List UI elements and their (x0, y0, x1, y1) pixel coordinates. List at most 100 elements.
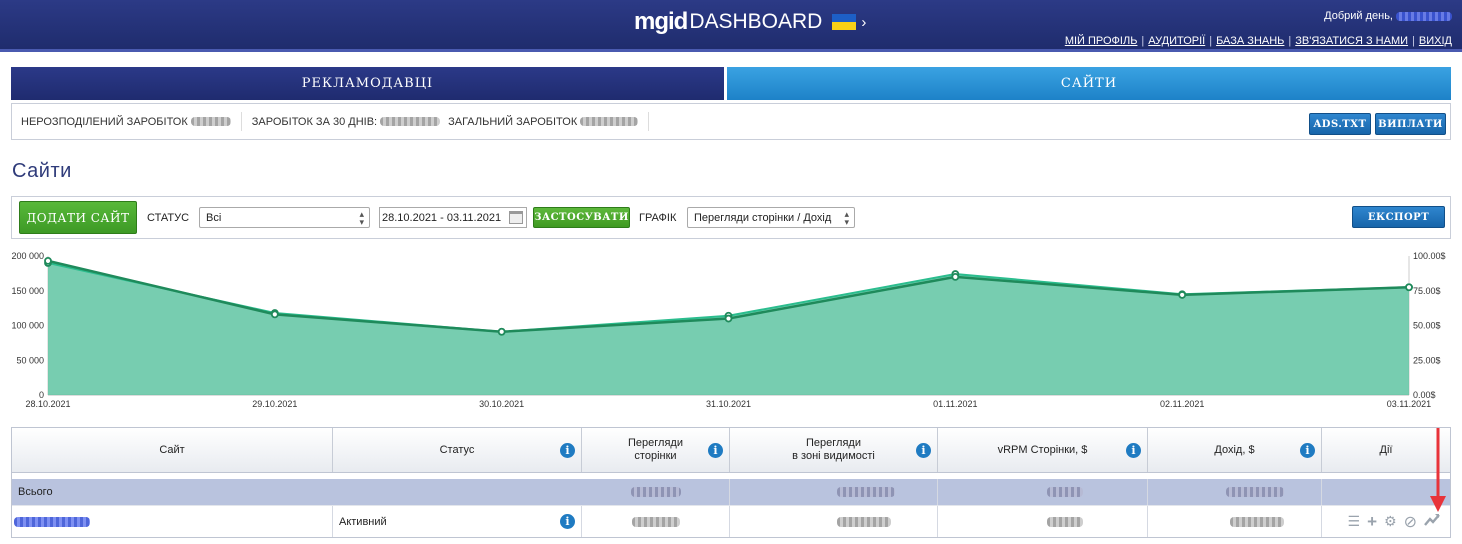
data-point-revenue (270, 310, 279, 319)
header-site[interactable]: Сайт (12, 428, 333, 472)
y-right-tick-label: 100.00$ (1413, 251, 1446, 261)
info-icon[interactable]: i (708, 443, 723, 458)
link-my-profile[interactable]: МІЙ ПРОФІЛЬ (1064, 35, 1138, 47)
annotation-arrow (1430, 428, 1446, 512)
select-arrows-icon: ▴ ▾ (359, 209, 364, 227)
apply-button[interactable]: ЗАСТОСУВАТИ (533, 207, 630, 228)
header-viewable-label: Перегляди в зоні видимості (792, 437, 875, 462)
redacted-value (380, 117, 441, 126)
table-row[interactable]: Активний i ☰ + ⚙ ⊘ (12, 505, 1450, 537)
data-point-revenue (497, 327, 506, 336)
actions-group: ☰ + ⚙ ⊘ (1322, 512, 1450, 532)
y-right-tick-label: 25.00$ (1413, 355, 1441, 365)
redacted-value (836, 487, 895, 497)
data-point-revenue (724, 314, 733, 323)
redacted-value (1046, 516, 1083, 527)
info-icon[interactable]: i (1300, 443, 1315, 458)
redacted-value (1046, 487, 1083, 497)
total-pageviews (582, 479, 730, 505)
language-chevron-icon[interactable]: › (861, 13, 867, 31)
header-revenue[interactable]: Дохід, $ i (1148, 428, 1322, 472)
header-pageviews[interactable]: Перегляди сторінки i (582, 428, 730, 472)
status-select[interactable]: Всі ▴ ▾ (199, 207, 370, 228)
y-right-tick-label: 0.00$ (1413, 390, 1436, 400)
trend-chart-icon[interactable] (1424, 513, 1440, 530)
ukraine-flag-icon[interactable] (832, 14, 857, 30)
mgid-dashboard-logo[interactable]: mgid DASHBOARD › (634, 8, 867, 35)
redacted-value (631, 516, 680, 527)
y-right-tick-label: 75.00$ (1413, 286, 1441, 296)
redacted-site-url[interactable] (14, 516, 90, 527)
redacted-value (1229, 516, 1284, 527)
calendar-icon[interactable] (509, 211, 523, 224)
pageviews-revenue-chart: 200 000 150 000 100 000 50 000 0 100.00$ 75.00… (0, 246, 1462, 416)
top-nav-links: МІЙ ПРОФІЛЬ | АУДИТОРІЇ | БАЗА ЗНАНЬ | З… (1065, 35, 1452, 47)
export-button[interactable]: ЕКСПОРТ (1352, 206, 1445, 228)
site-viewable (730, 506, 938, 537)
y-right-tick-label: 50.00$ (1413, 321, 1441, 331)
filter-bar: ДОДАТИ САЙТ СТАТУС Всі ▴ ▾ 28.10.2021 - 0… (11, 196, 1451, 239)
earnings-bar: НЕРОЗПОДІЛЕНИЙ ЗАРОБІТОК ЗАРОБІТОК ЗА 30… (11, 103, 1451, 140)
block-icon[interactable]: ⊘ (1403, 513, 1417, 531)
plus-icon[interactable]: + (1367, 511, 1378, 531)
header-actions: Дії (1322, 428, 1450, 472)
chart-svg: 200 000 150 000 100 000 50 000 0 100.00$ 75.00… (11, 251, 1446, 409)
y-left-tick-label: 0 (39, 390, 44, 400)
tab-advertisers[interactable]: РЕКЛАМОДАВЦІ (11, 67, 724, 100)
site-actions: ☰ + ⚙ ⊘ (1322, 506, 1450, 537)
gear-icon[interactable]: ⚙ (1384, 513, 1397, 529)
header-pageviews-label: Перегляди сторінки (628, 437, 683, 462)
chart-metric-select[interactable]: Перегляди сторінки / Дохід ▴ ▾ (687, 207, 855, 228)
page-title: Сайти (12, 160, 72, 182)
data-point-revenue (1405, 283, 1413, 292)
tab-sites[interactable]: САЙТИ (727, 67, 1451, 100)
sites-table: Сайт Статус i Перегляди сторінки i Перег… (11, 427, 1451, 538)
link-logout[interactable]: ВИХІД (1418, 35, 1452, 47)
link-contact-us[interactable]: ЗВ'ЯЗАТИСЯ З НАМИ (1295, 35, 1409, 47)
header-vrpm[interactable]: vRPM Сторінки, $ i (938, 428, 1148, 472)
header-status[interactable]: Статус i (333, 428, 582, 472)
add-site-button[interactable]: ДОДАТИ САЙТ (19, 201, 137, 234)
top-header: mgid DASHBOARD › Добрий день, МІЙ ПРОФІЛ… (0, 0, 1462, 52)
x-tick-label: 29.10.2021 (252, 399, 297, 409)
total-revenue (1148, 479, 1322, 505)
logo-mgid-text: mgid (634, 8, 688, 35)
header-viewable[interactable]: Перегляди в зоні видимості i (730, 428, 938, 472)
status-label: СТАТУС (147, 212, 190, 224)
data-point-revenue (951, 272, 960, 281)
ads-txt-button[interactable]: ADS.TXT (1309, 113, 1371, 135)
data-point-revenue (44, 256, 52, 265)
site-pageviews (582, 506, 730, 537)
link-separator: | (1288, 35, 1292, 47)
info-icon[interactable]: i (560, 443, 575, 458)
header-vrpm-label: vRPM Сторінки, $ (997, 443, 1088, 456)
redacted-value (630, 487, 681, 497)
site-vrpm (938, 506, 1148, 537)
site-status: Активний (339, 515, 387, 528)
info-icon[interactable]: i (916, 443, 931, 458)
info-icon[interactable]: i (1126, 443, 1141, 458)
link-knowledge-base[interactable]: БАЗА ЗНАНЬ (1216, 35, 1285, 47)
unallocated-earnings-label: НЕРОЗПОДІЛЕНИЙ ЗАРОБІТОК (21, 115, 188, 128)
x-tick-label: 01.11.2021 (933, 399, 977, 409)
total-vrpm (938, 479, 1148, 505)
site-name[interactable] (12, 506, 333, 537)
total-viewable (730, 479, 938, 505)
greeting: Добрий день, (1324, 10, 1452, 22)
select-arrows-icon: ▴ ▾ (844, 209, 849, 227)
table-row-total: Всього (12, 479, 1450, 505)
payouts-button[interactable]: ВИПЛАТИ (1375, 113, 1446, 135)
date-range-input[interactable]: 28.10.2021 - 03.11.2021 (379, 207, 527, 228)
redacted-value (580, 117, 639, 126)
x-tick-label: 30.10.2021 (479, 399, 524, 409)
row-gap (12, 473, 1450, 479)
x-tick-label: 28.10.2021 (25, 399, 70, 409)
list-icon[interactable]: ☰ (1347, 513, 1361, 529)
link-audiences[interactable]: АУДИТОРІЇ (1148, 35, 1206, 47)
x-tick-label: 31.10.2021 (706, 399, 751, 409)
info-icon[interactable]: i (560, 514, 575, 529)
last30-earnings: ЗАРОБІТОК ЗА 30 ДНІВ: (252, 112, 448, 131)
greeting-text: Добрий день, (1324, 10, 1393, 22)
last30-earnings-label: ЗАРОБІТОК ЗА 30 ДНІВ: (251, 115, 378, 128)
redacted-value (1225, 487, 1284, 497)
